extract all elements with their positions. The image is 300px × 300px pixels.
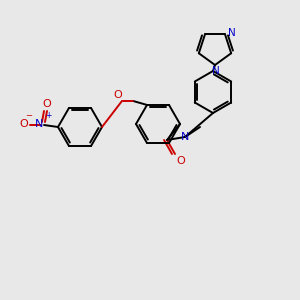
Text: N: N xyxy=(212,66,220,76)
Text: O: O xyxy=(43,99,51,109)
Text: −: − xyxy=(26,111,32,120)
Text: O: O xyxy=(176,156,185,166)
Text: N: N xyxy=(181,132,189,142)
Text: N: N xyxy=(228,28,236,38)
Text: N: N xyxy=(34,119,43,129)
Text: +: + xyxy=(45,111,51,120)
Text: O: O xyxy=(19,119,28,129)
Text: O: O xyxy=(113,90,122,100)
